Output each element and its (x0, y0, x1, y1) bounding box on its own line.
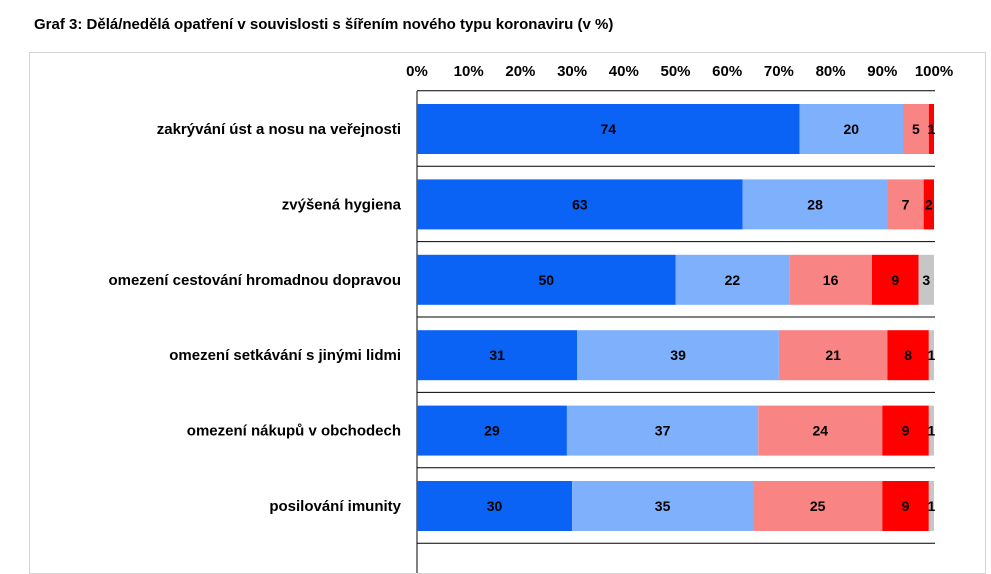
data-label: 21 (825, 347, 841, 363)
bar-segment (928, 104, 934, 154)
bar-segments (417, 104, 934, 531)
x-tick-label: 0% (406, 63, 428, 80)
data-label: 25 (810, 498, 826, 514)
bar-segment (417, 179, 743, 230)
bar-segment (918, 254, 934, 305)
data-label: 9 (902, 498, 910, 514)
data-label: 9 (902, 423, 910, 439)
bar-segment (887, 179, 924, 230)
bar-segment (753, 481, 883, 531)
data-label: 16 (823, 272, 839, 288)
bar-segment (789, 254, 872, 305)
data-labels: 74 20 5 163 28 7 250 22 16 9 331 39 21 8 129 37 24 9 130 35… (484, 121, 935, 514)
data-label: 20 (843, 121, 859, 137)
data-label: 22 (725, 272, 741, 288)
category-label: zakrývání úst a nosu na veřejnosti (157, 121, 401, 138)
bar-segment (871, 254, 919, 305)
category-label: zvýšená hygiena (282, 196, 402, 213)
bar-segment (417, 405, 567, 456)
data-label: 1 (928, 498, 936, 514)
data-label: 9 (891, 272, 899, 288)
data-label: 24 (812, 423, 828, 439)
bar-segment (887, 330, 929, 381)
data-label: 2 (925, 196, 933, 212)
bar-segment (417, 330, 578, 381)
x-tick-label: 50% (660, 63, 690, 80)
x-tick-label: 10% (454, 63, 484, 80)
data-label: 1 (928, 121, 936, 137)
x-axis-ticks: 0% 10% 20% 30% 40% 50% 60% 70% 80% 90% 100% (406, 63, 953, 80)
bar-segment (928, 481, 934, 531)
category-label: omezení nákupů v obchodech (187, 423, 401, 440)
data-label: 50 (538, 272, 554, 288)
bar-segment (742, 179, 888, 230)
row-separators (416, 90, 935, 573)
category-label: posilování imunity (269, 498, 401, 515)
bar-segment (882, 481, 929, 531)
data-label: 3 (922, 272, 930, 288)
bar-segment (675, 254, 790, 305)
category-label: omezení cestování hromadnou dopravou (108, 272, 401, 289)
data-label: 39 (670, 347, 686, 363)
data-label: 37 (655, 423, 671, 439)
bar-segment (902, 104, 929, 154)
bar-segment (758, 405, 883, 456)
bar-segment (417, 481, 573, 531)
bar-segment (799, 104, 903, 154)
chart-title: Graf 3: Dělá/nedělá opatření v souvislos… (34, 16, 614, 33)
data-label: 29 (484, 423, 500, 439)
category-label: omezení setkávání s jinými lidmi (169, 347, 401, 364)
data-label: 1 (928, 423, 936, 439)
bar-segment (882, 405, 929, 456)
x-tick-label: 40% (609, 63, 639, 80)
chart-frame: 74 20 5 1 63 28 7 2 50 22 16 9 3 31 39 21 8 1 29 37 24 9 1 30 35… (29, 52, 986, 574)
bar-segment (566, 405, 759, 456)
bar-segment (577, 330, 779, 381)
data-label: 31 (489, 347, 505, 363)
x-tick-label: 20% (505, 63, 535, 80)
x-tick-label: 100% (915, 63, 953, 80)
data-label: 35 (655, 498, 671, 514)
bar-segment (572, 481, 754, 531)
bar-segment (928, 330, 934, 381)
bar-segment (417, 104, 800, 154)
bar-segment (778, 330, 888, 381)
data-label: 5 (912, 121, 920, 137)
x-tick-label: 60% (712, 63, 742, 80)
data-label: 1 (928, 347, 936, 363)
x-tick-label: 70% (764, 63, 794, 80)
data-label: 30 (487, 498, 503, 514)
data-label: 63 (572, 196, 588, 212)
bar-segment (923, 179, 934, 230)
chart: 74 20 5 163 28 7 250 22 16 9 331 39 21 8 129 37 24 9 130 35… (108, 63, 953, 573)
category-labels: zakrývání úst a nosu na veřejnosti zvýšen… (108, 121, 401, 515)
data-label: 74 (601, 121, 617, 137)
bar-segment (928, 405, 934, 456)
data-label: 8 (904, 347, 912, 363)
x-tick-label: 30% (557, 63, 587, 80)
data-label: 28 (807, 196, 823, 212)
x-tick-label: 80% (816, 63, 846, 80)
data-label: 7 (902, 196, 910, 212)
x-tick-label: 90% (867, 63, 897, 80)
bar-segment (417, 254, 676, 305)
